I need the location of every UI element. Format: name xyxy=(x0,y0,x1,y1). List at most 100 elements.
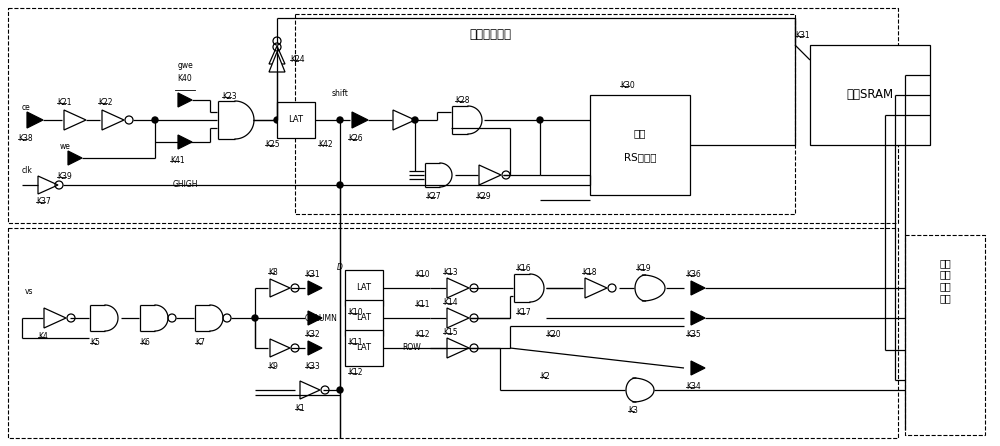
Text: K38: K38 xyxy=(18,134,33,143)
Polygon shape xyxy=(479,165,501,185)
Polygon shape xyxy=(178,93,192,107)
Text: COLUMN: COLUMN xyxy=(305,314,338,323)
Polygon shape xyxy=(530,274,544,302)
Text: 行列
控制
产生
电路: 行列 控制 产生 电路 xyxy=(939,258,951,303)
Text: 时钟输入电路: 时钟输入电路 xyxy=(469,28,511,41)
Bar xyxy=(590,95,690,195)
Circle shape xyxy=(537,117,543,123)
Polygon shape xyxy=(300,381,320,399)
Text: K28: K28 xyxy=(455,96,470,105)
Text: K19: K19 xyxy=(636,264,651,273)
Text: K30: K30 xyxy=(620,81,635,90)
Circle shape xyxy=(252,315,258,321)
Text: K13: K13 xyxy=(443,268,458,277)
Polygon shape xyxy=(691,361,705,375)
Polygon shape xyxy=(178,135,192,149)
Text: K8: K8 xyxy=(268,268,278,277)
Text: K4: K4 xyxy=(38,332,48,341)
Bar xyxy=(295,14,795,214)
Text: K2: K2 xyxy=(540,372,550,381)
Text: K29: K29 xyxy=(476,192,491,201)
Polygon shape xyxy=(308,311,322,325)
Text: K5: K5 xyxy=(90,338,100,347)
Text: K14: K14 xyxy=(443,298,458,307)
Text: 加固SRAM: 加固SRAM xyxy=(846,88,894,102)
Circle shape xyxy=(337,387,343,393)
Text: K18: K18 xyxy=(582,268,596,277)
Text: shift: shift xyxy=(332,89,348,98)
Text: LAT: LAT xyxy=(356,284,372,293)
Text: K1: K1 xyxy=(295,404,305,413)
Polygon shape xyxy=(38,176,58,194)
Text: K11: K11 xyxy=(348,338,362,347)
Polygon shape xyxy=(447,338,469,358)
Text: K10: K10 xyxy=(415,270,430,279)
Text: K27: K27 xyxy=(426,192,441,201)
Bar xyxy=(8,228,898,438)
Polygon shape xyxy=(68,151,82,165)
Text: K12: K12 xyxy=(348,368,362,377)
Polygon shape xyxy=(691,281,705,295)
Polygon shape xyxy=(270,339,290,357)
Text: LAT: LAT xyxy=(356,343,372,352)
Polygon shape xyxy=(635,275,646,301)
Polygon shape xyxy=(308,281,322,295)
Polygon shape xyxy=(352,112,368,128)
Polygon shape xyxy=(235,101,254,139)
Polygon shape xyxy=(105,305,118,331)
Polygon shape xyxy=(447,308,469,328)
Circle shape xyxy=(412,117,418,123)
Text: K10: K10 xyxy=(348,308,363,317)
Text: K17: K17 xyxy=(516,308,531,317)
Text: K36: K36 xyxy=(686,270,701,279)
Polygon shape xyxy=(308,341,322,355)
Text: GHIGH: GHIGH xyxy=(172,180,198,189)
Polygon shape xyxy=(585,278,607,298)
Text: K26: K26 xyxy=(348,134,363,143)
Text: LAT: LAT xyxy=(356,314,372,322)
Text: we: we xyxy=(60,142,71,151)
Text: K35: K35 xyxy=(686,330,701,339)
Bar xyxy=(905,235,985,435)
Text: K41: K41 xyxy=(170,156,185,165)
Text: K40: K40 xyxy=(178,74,192,83)
Text: K34: K34 xyxy=(686,382,701,391)
Bar xyxy=(345,300,383,336)
Text: K12: K12 xyxy=(415,330,430,339)
Text: K31: K31 xyxy=(795,31,810,40)
Text: K37: K37 xyxy=(36,197,51,206)
Text: K9: K9 xyxy=(268,362,278,371)
Text: LAT: LAT xyxy=(288,116,304,124)
Text: K15: K15 xyxy=(443,328,458,337)
Polygon shape xyxy=(210,305,223,331)
Polygon shape xyxy=(44,308,66,328)
Text: K24: K24 xyxy=(290,55,305,64)
Polygon shape xyxy=(269,52,285,72)
Bar xyxy=(345,270,383,306)
Polygon shape xyxy=(626,378,636,402)
Polygon shape xyxy=(393,110,415,130)
Polygon shape xyxy=(468,106,482,134)
Text: K32: K32 xyxy=(305,330,320,339)
Text: clk: clk xyxy=(22,166,33,175)
Text: K7: K7 xyxy=(195,338,205,347)
Text: K39: K39 xyxy=(57,172,72,181)
Bar xyxy=(277,102,315,138)
Text: K11: K11 xyxy=(415,300,430,309)
Bar xyxy=(345,330,383,366)
Polygon shape xyxy=(642,275,665,301)
Text: K6: K6 xyxy=(140,338,150,347)
Text: K42: K42 xyxy=(318,140,333,149)
Text: K3: K3 xyxy=(628,406,638,415)
Text: ROW: ROW xyxy=(402,343,421,352)
Text: vs: vs xyxy=(25,287,34,296)
Text: gwe: gwe xyxy=(177,61,193,70)
Polygon shape xyxy=(633,378,654,402)
Polygon shape xyxy=(102,110,124,130)
Polygon shape xyxy=(447,278,469,298)
Circle shape xyxy=(152,117,158,123)
Polygon shape xyxy=(27,112,43,128)
Polygon shape xyxy=(270,279,290,297)
Text: RS触发器: RS触发器 xyxy=(624,152,656,162)
Circle shape xyxy=(274,117,280,123)
